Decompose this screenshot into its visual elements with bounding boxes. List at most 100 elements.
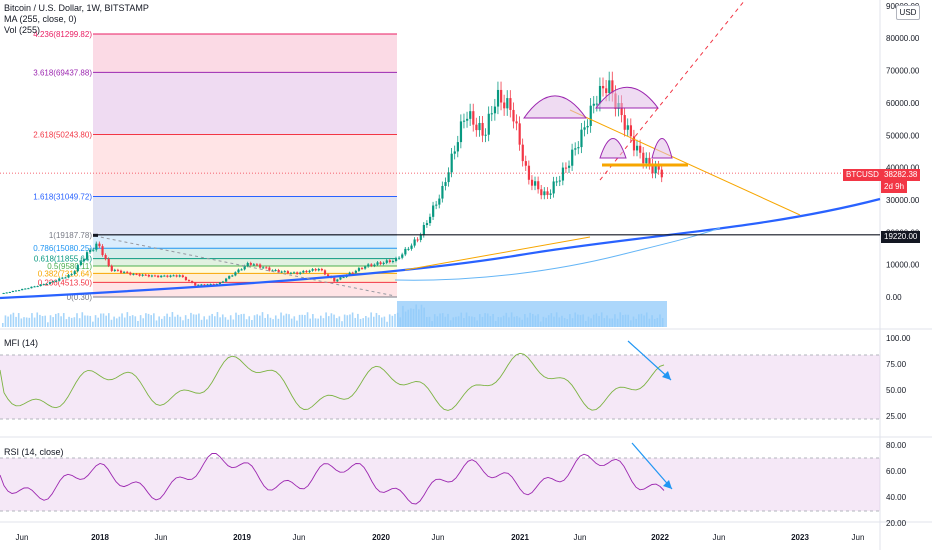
candle-body [110, 265, 113, 271]
candle-body [642, 152, 645, 164]
volume-bar [301, 314, 304, 327]
candle-body [333, 277, 336, 282]
symbol-title[interactable]: Bitcoin / U.S. Dollar, 1W, BITSTAMP [4, 3, 149, 13]
candle-body [419, 235, 422, 240]
candle-body [48, 282, 52, 284]
orange-trendline [569, 109, 801, 216]
candle-body [268, 267, 271, 271]
candle-body [629, 125, 633, 137]
volume-bar [312, 314, 314, 327]
volume-bar [367, 317, 370, 327]
time-tick-label: 2023 [791, 533, 809, 542]
volume-bar [253, 315, 256, 327]
ma-indicator-label[interactable]: MA (255, close, 0) [4, 14, 77, 24]
candle-body [534, 181, 537, 186]
candle-body [379, 262, 382, 264]
candle-body [496, 89, 500, 107]
candle-body [357, 268, 361, 271]
candle-body [104, 255, 107, 259]
time-tick-label: Jun [432, 533, 445, 542]
volume-bar [373, 316, 375, 327]
candle-body [166, 275, 169, 277]
volume-bar [306, 312, 309, 327]
candle-body [441, 185, 444, 199]
candle-body [8, 292, 11, 294]
rsi-label[interactable]: RSI (14, close) [4, 447, 64, 457]
candle-body [153, 275, 157, 277]
candle-body [481, 122, 484, 136]
candle-body [240, 269, 243, 271]
candle-body [89, 249, 92, 253]
volume-bar [150, 315, 152, 327]
candle-body [138, 274, 141, 276]
candle-body [512, 109, 515, 122]
candle-body [265, 267, 268, 269]
candle-body [611, 80, 614, 94]
time-tick-label: Jun [852, 533, 865, 542]
price-tick-label: 30000.00 [886, 196, 920, 205]
volume-bar [261, 312, 264, 327]
candle-body [580, 129, 583, 148]
volume-bar [62, 313, 65, 327]
candle-body [660, 169, 663, 178]
vol-indicator-label[interactable]: Vol (255) [4, 25, 41, 35]
volume-bar [76, 313, 78, 327]
mfi-tick-label: 25.00 [886, 412, 907, 421]
candle-body [413, 239, 416, 246]
candle-body [64, 277, 67, 279]
candle-body [243, 265, 246, 270]
marked-level-badge: 19220.00 [881, 231, 921, 243]
currency-button[interactable]: USD [896, 5, 920, 20]
mfi-tick-label: 50.00 [886, 386, 907, 395]
volume-bar [7, 316, 9, 327]
candle-body [274, 269, 277, 271]
candle-body [373, 264, 376, 266]
candle-body [472, 111, 475, 125]
fib-level-label: 0.786(15080.25) [33, 244, 92, 253]
candle-body [462, 120, 466, 122]
candle-body [163, 275, 166, 277]
volume-bar [123, 317, 126, 327]
mfi-label[interactable]: MFI (14) [4, 338, 39, 348]
candle-body [583, 127, 586, 130]
volume-bar [155, 320, 158, 327]
volume-bar [102, 313, 105, 327]
candle-body [221, 281, 225, 283]
candle-body [475, 124, 478, 131]
candle-body [187, 280, 191, 282]
candle-body [540, 189, 543, 196]
candle-body [181, 275, 184, 278]
volume-bar [221, 314, 224, 327]
candle-body [342, 277, 345, 279]
candle-body [564, 167, 568, 169]
candle-body [391, 260, 395, 263]
volume-bar [23, 317, 25, 327]
candle-body [132, 273, 135, 275]
candle-body [493, 106, 497, 114]
candle-body [626, 125, 629, 130]
candle-body [283, 271, 286, 273]
volume-bar [118, 316, 121, 327]
candle-body [645, 157, 648, 164]
volume-bar [60, 316, 62, 327]
volume-bar [113, 316, 115, 327]
candle-body [33, 286, 36, 288]
volume-bar [388, 314, 391, 327]
candle-body [79, 261, 82, 266]
candle-body [376, 262, 379, 265]
candle-body [432, 205, 435, 217]
fib-band [93, 258, 397, 267]
candle-body [101, 246, 104, 256]
volume-bar [163, 316, 166, 327]
volume-bar [240, 314, 243, 327]
rsi-tick-label: 60.00 [886, 467, 907, 476]
fib-band [93, 196, 397, 235]
current-price-badge: 38282.38 [881, 169, 921, 181]
volume-bar [357, 313, 359, 327]
candle-body [308, 270, 311, 273]
volume-bar [131, 315, 134, 327]
volume-bar [343, 314, 346, 327]
candle-body [194, 282, 197, 286]
volume-bar [15, 316, 17, 327]
